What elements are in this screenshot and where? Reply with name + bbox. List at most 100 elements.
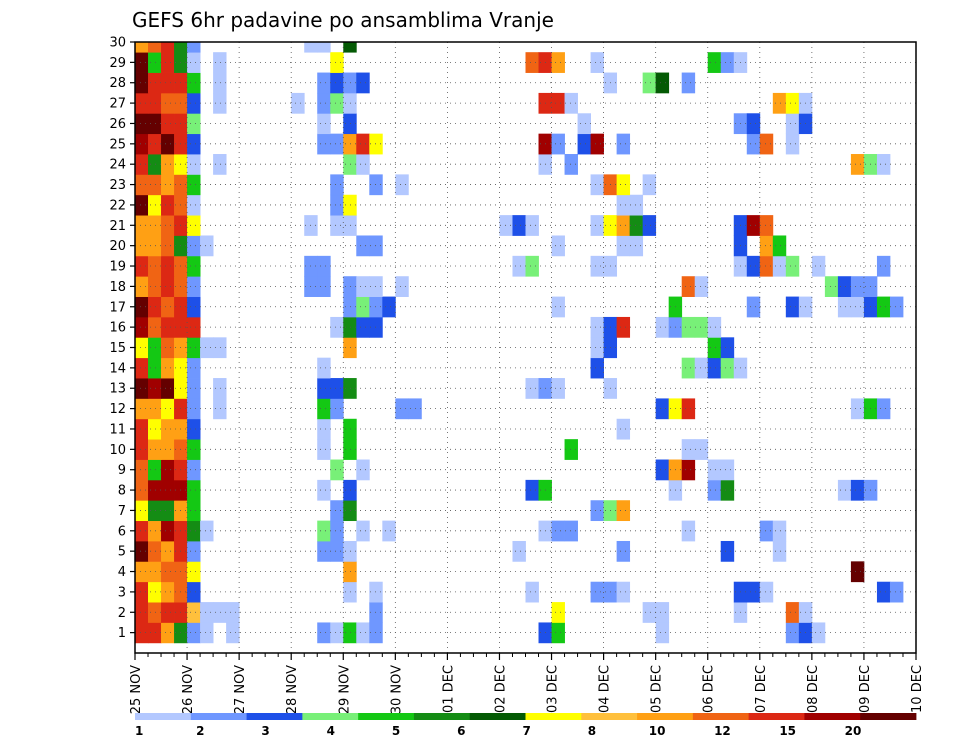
heatmap-cell: [187, 337, 201, 359]
heatmap-cell: [317, 276, 331, 297]
heatmap-cells: [135, 42, 904, 644]
heatmap-cell: [135, 398, 149, 420]
heatmap-cell: [850, 276, 865, 297]
heatmap-cell: [616, 540, 631, 562]
heatmap-cell: [616, 133, 631, 155]
heatmap-cell: [525, 215, 539, 236]
heatmap-cell: [187, 439, 201, 460]
heatmap-cell: [317, 398, 331, 420]
heatmap-cell: [148, 113, 162, 135]
x-tick-label: 29 NOV: [337, 665, 352, 714]
legend-swatch: [302, 713, 359, 720]
y-tick-label: 25: [109, 137, 126, 152]
heatmap-cell: [187, 622, 201, 644]
legend-label: 8: [588, 724, 596, 738]
heatmap-cell: [161, 235, 175, 257]
heatmap-cell: [343, 133, 357, 155]
heatmap-cell: [135, 540, 149, 562]
y-tick-label: 24: [109, 158, 126, 173]
heatmap-cell: [720, 52, 735, 73]
y-tick-label: 15: [109, 341, 126, 356]
heatmap-cell: [551, 133, 565, 155]
heatmap-cell: [317, 255, 331, 277]
heatmap-cell: [343, 622, 357, 644]
heatmap-cell: [850, 296, 865, 318]
heatmap-cell: [135, 42, 149, 53]
heatmap-cell: [148, 561, 162, 583]
heatmap-cell: [551, 52, 565, 73]
heatmap-cell: [746, 113, 761, 135]
x-axis-tick-labels: 25 NOV 26 NOV 27 NOV 28 NOV 29 NOV 30 NOV 01 D…: [129, 665, 925, 714]
heatmap-cell: [187, 174, 201, 196]
heatmap-cell: [655, 316, 670, 338]
heatmap-cell: [681, 72, 696, 94]
heatmap-cell: [642, 174, 657, 196]
heatmap-cell: [148, 72, 162, 94]
heatmap-cell: [148, 622, 162, 644]
y-tick-label: 19: [109, 260, 126, 275]
heatmap-cell: [356, 235, 370, 257]
heatmap-cell: [590, 500, 604, 522]
heatmap-cell: [642, 602, 657, 623]
heatmap-cell: [330, 378, 344, 399]
heatmap-cell: [187, 418, 201, 440]
heatmap-cell: [694, 276, 709, 297]
heatmap-cell: [213, 52, 227, 73]
heatmap-cell: [187, 296, 201, 318]
heatmap-cell: [148, 174, 162, 196]
heatmap-cell: [161, 296, 175, 318]
heatmap-cell: [343, 276, 357, 297]
heatmap-cell: [785, 113, 800, 135]
heatmap-cell: [135, 276, 149, 297]
y-tick-label: 6: [118, 524, 126, 539]
heatmap-cell: [343, 561, 357, 583]
heatmap-cell: [564, 520, 578, 542]
legend-swatch: [748, 713, 805, 720]
heatmap-cell: [369, 133, 383, 155]
heatmap-cell: [148, 42, 162, 53]
heatmap-cell: [564, 439, 578, 460]
heatmap-cell: [616, 500, 631, 522]
heatmap-cell: [616, 215, 631, 236]
heatmap-cell: [148, 581, 162, 603]
y-tick-label: 8: [118, 484, 126, 499]
y-tick-label: 10: [109, 443, 126, 458]
heatmap-cell: [317, 622, 331, 644]
heatmap-cell: [590, 255, 604, 277]
heatmap-cell: [161, 316, 175, 338]
heatmap-cell: [135, 154, 149, 175]
heatmap-cell: [616, 235, 631, 257]
y-tick-label: 17: [109, 300, 126, 315]
heatmap-cell: [785, 255, 800, 277]
heatmap-cell: [590, 337, 604, 359]
heatmap-cell: [759, 235, 774, 257]
heatmap-cell: [148, 459, 162, 481]
heatmap-cell: [655, 72, 670, 94]
heatmap-cell: [161, 622, 175, 644]
heatmap-cell: [187, 255, 201, 277]
y-tick-label: 21: [109, 219, 126, 234]
heatmap-cell: [889, 296, 904, 318]
heatmap-cell: [187, 500, 201, 522]
heatmap-cell: [135, 52, 149, 73]
heatmap-cell: [746, 255, 761, 277]
heatmap-cell: [317, 439, 331, 460]
y-axis-tick-labels: 1234567891011121314151617181920212223242…: [109, 36, 126, 642]
legend-swatch: [581, 713, 638, 720]
y-tick-label: 3: [118, 585, 126, 600]
heatmap-cell: [551, 235, 565, 257]
heatmap-cell: [148, 92, 162, 114]
legend-label: 15: [779, 724, 796, 738]
heatmap-cell: [369, 581, 383, 603]
heatmap-cell: [187, 479, 201, 501]
heatmap-cell: [187, 276, 201, 297]
heatmap-cell: [187, 520, 201, 542]
heatmap-cell: [590, 52, 604, 73]
heatmap-cell: [135, 439, 149, 460]
heatmap-cell: [525, 52, 539, 73]
heatmap-cell: [577, 113, 591, 135]
heatmap-cell: [525, 255, 539, 277]
heatmap-cell: [148, 52, 162, 73]
legend-swatch: [358, 713, 415, 720]
